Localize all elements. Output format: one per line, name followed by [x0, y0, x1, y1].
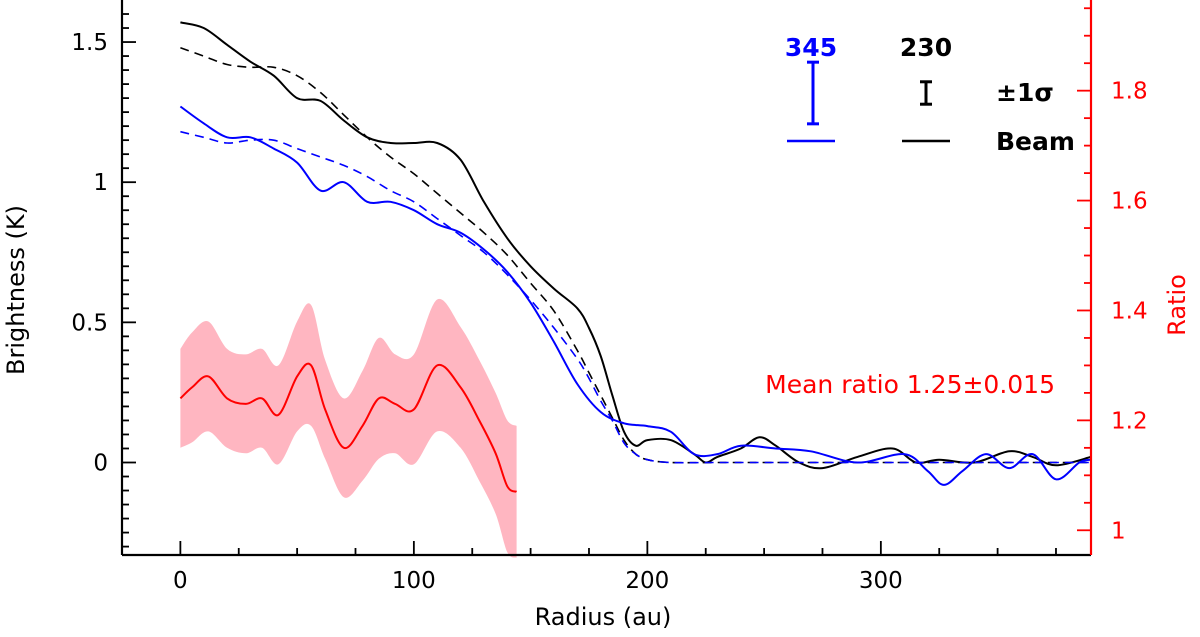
y2-tick-label: 1: [1111, 518, 1126, 544]
y2-tick-label: 1.2: [1111, 408, 1148, 434]
y2-axis-title: Ratio: [1163, 274, 1191, 336]
x-tick-label: 200: [625, 568, 669, 594]
230-profile-line: [180, 21, 1092, 470]
y-axis-title: Brightness (K): [2, 205, 30, 375]
ratio-error-band: [180, 298, 517, 558]
y-tick-label: 1: [93, 170, 108, 196]
x-tick-label: 100: [392, 568, 436, 594]
series-group: [179, 21, 1092, 493]
legend-marks-group: [787, 60, 950, 143]
axes-group: 0 100 200 300 0 0.5 1 1.5 1 1.2 1.4 1.6 1.8: [71, 0, 1148, 594]
230-beam-convolved-line: [180, 46, 1091, 464]
mean-ratio-annotation: Mean ratio 1.25±0.015: [765, 370, 1055, 399]
legend-beam-label: Beam: [996, 127, 1075, 156]
ratio-line: [179, 362, 518, 493]
x-axis-title: Radius (au): [535, 603, 672, 631]
345-beam-convolved-line: [180, 130, 1091, 464]
y2-tick-label: 1.8: [1111, 79, 1148, 105]
y2-tick-label: 1.4: [1111, 298, 1148, 324]
y2-tick-label: 1.6: [1111, 189, 1148, 215]
ratio-error-band-group: [180, 298, 517, 558]
legend-sigma-label: ±1σ: [996, 78, 1054, 107]
x-tick-label: 0: [173, 568, 188, 594]
legend-label-345: 345: [785, 33, 837, 62]
legend-label-230: 230: [900, 33, 952, 62]
x-tick-label: 300: [859, 568, 903, 594]
y-tick-label: 0.5: [71, 310, 108, 336]
y-tick-label: 0: [93, 451, 108, 477]
y-tick-label: 1.5: [71, 30, 108, 56]
